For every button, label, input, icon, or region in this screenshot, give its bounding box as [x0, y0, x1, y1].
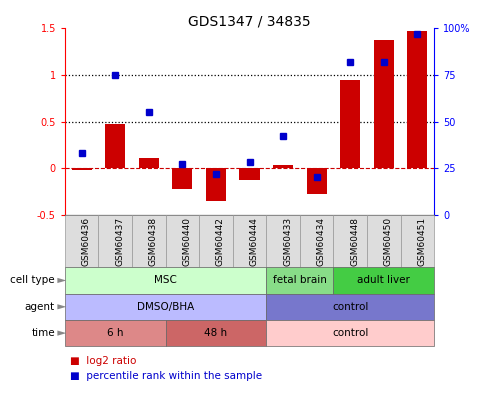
Bar [306, 168, 327, 194]
Bar [407, 31, 428, 168]
Text: control: control [332, 328, 368, 338]
Text: cell type: cell type [10, 275, 55, 286]
Text: GSM60442: GSM60442 [216, 217, 225, 266]
Text: fetal brain: fetal brain [273, 275, 327, 286]
Text: GSM60434: GSM60434 [317, 217, 326, 266]
Polygon shape [57, 304, 66, 309]
Bar [240, 168, 259, 180]
Bar [273, 165, 293, 168]
Text: DMSO/BHA: DMSO/BHA [137, 302, 194, 312]
Text: time: time [31, 328, 55, 338]
Text: 48 h: 48 h [205, 328, 228, 338]
Bar [139, 158, 159, 168]
Text: 6 h: 6 h [107, 328, 123, 338]
Text: MSC: MSC [154, 275, 177, 286]
Bar [206, 168, 226, 201]
Text: GSM60444: GSM60444 [250, 217, 258, 266]
Bar [374, 40, 394, 168]
Text: GSM60450: GSM60450 [384, 217, 393, 266]
Text: ■  percentile rank within the sample: ■ percentile rank within the sample [70, 371, 262, 381]
Polygon shape [57, 278, 66, 283]
Text: adult liver: adult liver [357, 275, 410, 286]
Text: GSM60433: GSM60433 [283, 217, 292, 266]
Polygon shape [57, 330, 66, 336]
Text: GDS1347 / 34835: GDS1347 / 34835 [188, 14, 311, 28]
Text: GSM60448: GSM60448 [350, 217, 359, 266]
Text: GSM60451: GSM60451 [417, 217, 426, 266]
Text: GSM60438: GSM60438 [149, 217, 158, 266]
Text: ■  log2 ratio: ■ log2 ratio [70, 356, 136, 367]
Text: GSM60437: GSM60437 [115, 217, 124, 266]
Bar [71, 168, 92, 170]
Text: control: control [332, 302, 368, 312]
Text: agent: agent [25, 302, 55, 312]
Text: GSM60440: GSM60440 [182, 217, 191, 266]
Bar [340, 80, 360, 168]
Bar [172, 168, 193, 189]
Bar [105, 124, 125, 168]
Text: GSM60436: GSM60436 [82, 217, 91, 266]
